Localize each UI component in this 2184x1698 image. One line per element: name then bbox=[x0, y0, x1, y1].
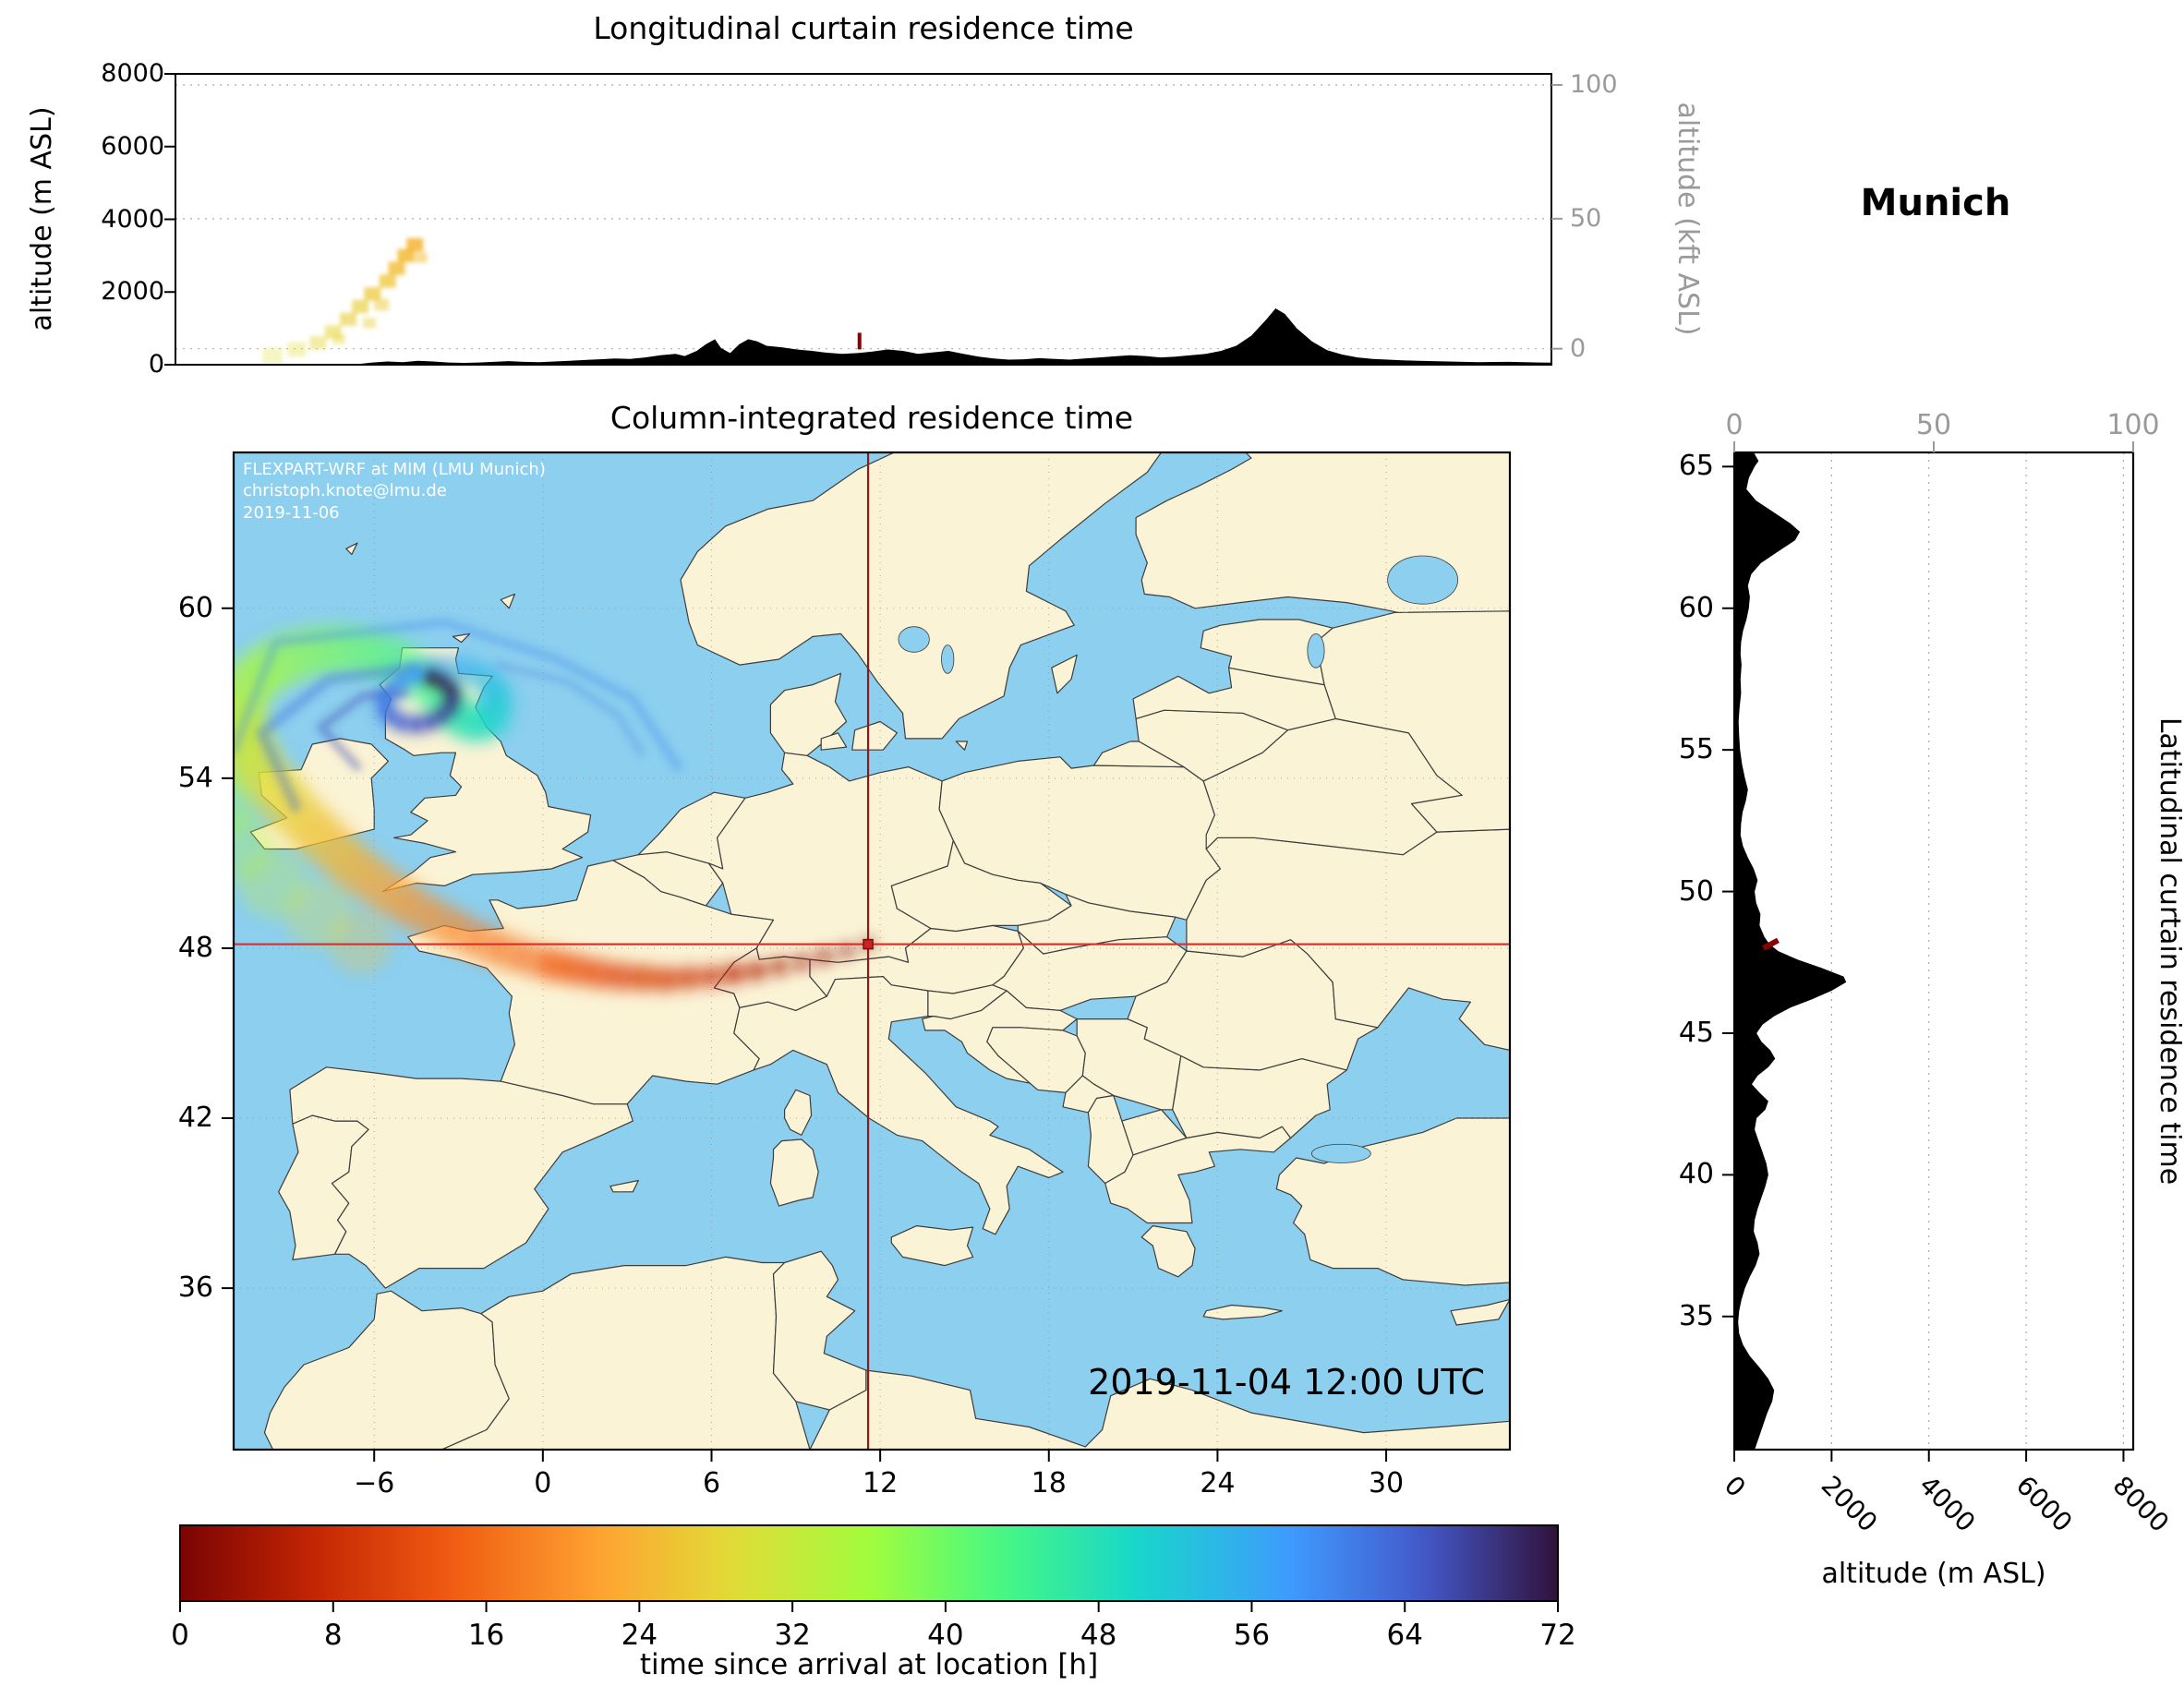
colorbar-tick: 8 bbox=[323, 1619, 343, 1652]
longitudinal-curtain-panel bbox=[164, 73, 1563, 366]
map-lon-tick: 24 bbox=[1200, 1467, 1236, 1499]
country-polygon bbox=[783, 1089, 813, 1137]
country-polygon bbox=[1200, 619, 1333, 686]
longitudinal-terrain-profile bbox=[175, 308, 1551, 365]
map-panel bbox=[222, 451, 1512, 1462]
map-lon-tick: 18 bbox=[1031, 1467, 1067, 1499]
country-polygon bbox=[1315, 610, 1510, 833]
country-polygon bbox=[1104, 1126, 1292, 1224]
colorbar-tick: 32 bbox=[774, 1619, 811, 1652]
alt-tick-left: 0 bbox=[148, 350, 164, 379]
latitudinal-terrain-profile bbox=[1734, 452, 1847, 1450]
lat-tick: 45 bbox=[1678, 1016, 1714, 1049]
map-lat-tick: 48 bbox=[177, 931, 213, 964]
kft-tick-top: 0 bbox=[1725, 409, 1744, 441]
plume-filaments bbox=[234, 618, 682, 813]
kft-tick-right: 100 bbox=[1570, 69, 1618, 99]
colorbar-tick: 16 bbox=[467, 1619, 505, 1652]
map-lon-tick: 6 bbox=[702, 1467, 721, 1499]
country-polygon bbox=[1092, 741, 1185, 768]
country-polygon bbox=[769, 1138, 819, 1207]
colorbar-tick: 40 bbox=[927, 1619, 964, 1652]
colorbar-tick: 0 bbox=[171, 1619, 189, 1652]
country-polygon bbox=[1202, 1304, 1284, 1320]
country-polygon bbox=[1051, 654, 1078, 694]
country-polygon bbox=[733, 975, 1064, 1235]
country-polygon bbox=[289, 1066, 633, 1289]
country-polygon bbox=[890, 1224, 974, 1267]
alt-tick-left: 8000 bbox=[101, 59, 164, 88]
country-polygon bbox=[1140, 1224, 1196, 1278]
country-polygon bbox=[772, 1250, 867, 1411]
country-polygon bbox=[680, 452, 1163, 740]
colorbar bbox=[179, 1524, 1559, 1612]
latitudinal-xlabel: altitude (m ASL) bbox=[1821, 1558, 2046, 1590]
lat-tick: 60 bbox=[1678, 591, 1714, 624]
colorbar-tick: 24 bbox=[621, 1619, 658, 1652]
map-lon-tick: 30 bbox=[1368, 1467, 1405, 1499]
longitudinal-panel-title: Longitudinal curtain residence time bbox=[593, 10, 1134, 46]
colorbar-label: time since arrival at location [h] bbox=[639, 1648, 1099, 1681]
country-polygon bbox=[345, 542, 358, 556]
source-marker-map bbox=[863, 938, 874, 950]
lat-tick: 65 bbox=[1678, 450, 1714, 483]
colorbar-tick: 48 bbox=[1080, 1619, 1117, 1652]
country-polygon bbox=[955, 741, 969, 751]
kft-tick-right: 0 bbox=[1570, 333, 1587, 363]
longitudinal-ylabel-left: altitude (m ASL) bbox=[26, 106, 58, 331]
alt-tick-left: 4000 bbox=[101, 204, 164, 234]
kft-tick-top: 50 bbox=[1915, 409, 1952, 441]
map-lat-tick: 42 bbox=[177, 1102, 213, 1135]
map-timestamp: 2019-11-04 12:00 UTC bbox=[1088, 1362, 1485, 1403]
land-masses bbox=[234, 452, 1510, 1450]
alt-tick-left: 6000 bbox=[101, 131, 164, 161]
lat-tick: 35 bbox=[1678, 1299, 1714, 1332]
lat-tick: 55 bbox=[1678, 733, 1714, 766]
credit-line-1: FLEXPART-WRF at MIM (LMU Munich) bbox=[243, 460, 546, 479]
country-polygon bbox=[500, 593, 516, 609]
country-polygon bbox=[1450, 1298, 1510, 1326]
colorbar-tick: 56 bbox=[1233, 1619, 1271, 1652]
lat-tick: 50 bbox=[1678, 874, 1714, 908]
credit-block: FLEXPART-WRF at MIM (LMU Munich) christo… bbox=[243, 459, 546, 524]
credit-line-3: 2019-11-06 bbox=[243, 502, 340, 523]
curtain-plume-patches bbox=[262, 237, 428, 364]
source-marker-longitudinal bbox=[857, 332, 862, 350]
lake bbox=[898, 626, 930, 653]
map-panel-title: Column-integrated residence time bbox=[609, 400, 1134, 436]
country-polygon bbox=[820, 732, 848, 751]
lake bbox=[1311, 1143, 1371, 1163]
country-polygon bbox=[452, 632, 471, 644]
country-polygon bbox=[809, 1369, 1510, 1450]
colorbar-tick: 64 bbox=[1386, 1619, 1423, 1652]
map-lon-tick: 12 bbox=[863, 1467, 899, 1499]
source-marker-latitudinal bbox=[1762, 937, 1780, 951]
map-lat-tick: 54 bbox=[177, 761, 213, 794]
alt-tick-left: 2000 bbox=[101, 277, 164, 307]
map-lat-tick: 36 bbox=[177, 1271, 213, 1305]
colorbar-tick: 72 bbox=[1539, 1619, 1576, 1652]
latitudinal-panel-title: Latitudinal curtain residence time bbox=[2154, 717, 2184, 1186]
longitudinal-ylabel-right: altitude (kft ASL) bbox=[1671, 102, 1704, 336]
lat-tick: 40 bbox=[1678, 1158, 1714, 1191]
location-title: Munich bbox=[1860, 182, 2011, 224]
credit-line-2: christoph.knote@lmu.de bbox=[243, 481, 447, 501]
lake bbox=[941, 644, 955, 674]
country-polygon bbox=[769, 672, 848, 756]
latitudinal-curtain-panel bbox=[1722, 441, 2135, 1462]
map-lat-tick: 60 bbox=[177, 591, 213, 624]
kft-tick-top: 100 bbox=[2106, 409, 2160, 441]
country-polygon bbox=[1172, 1054, 1348, 1139]
lake bbox=[1307, 632, 1325, 668]
lake bbox=[1387, 555, 1459, 605]
country-polygon bbox=[609, 1179, 639, 1193]
map-lon-tick: −6 bbox=[354, 1467, 395, 1499]
map-lon-tick: 0 bbox=[534, 1467, 552, 1499]
kft-tick-right: 50 bbox=[1570, 203, 1602, 233]
country-polygon bbox=[851, 720, 899, 751]
